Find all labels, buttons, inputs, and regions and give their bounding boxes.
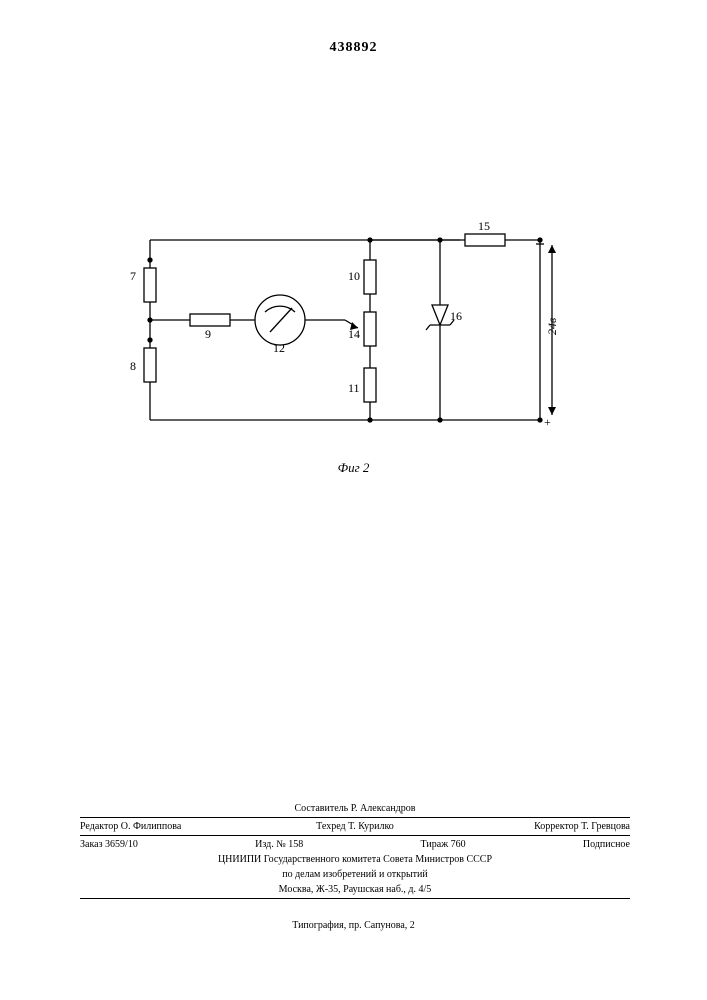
footer-ed: Изд. № 158: [255, 838, 303, 851]
footer-signed: Подписное: [583, 838, 630, 851]
label-zener: 16: [450, 309, 462, 323]
label-r7: 7: [130, 269, 136, 283]
footer-org2: по делам изобретений и открытий: [80, 868, 630, 881]
footer-address: Москва, Ж-35, Раушская наб., д. 4/5: [80, 883, 630, 896]
label-pot14: 14: [348, 327, 360, 341]
figure-caption: Фиг 2: [0, 460, 707, 476]
footer-tirage: Тираж 760: [421, 838, 466, 851]
footer-editor: Редактор О. Филиппова: [80, 820, 263, 833]
label-voltage: 24в: [545, 318, 559, 335]
label-meter: 12: [273, 341, 285, 355]
footer-printer: Типография, пр. Сапунова, 2: [0, 920, 707, 931]
label-r10: 10: [348, 269, 360, 283]
circuit-figure: 7 8 9: [120, 220, 560, 480]
document-number: 438892: [0, 40, 707, 56]
footer-techred: Техред Т. Курилко: [263, 820, 446, 833]
footer-corrector: Корректор Т. Гревцова: [447, 820, 630, 833]
label-r9: 9: [205, 327, 211, 341]
label-r11: 11: [348, 381, 360, 395]
footer-block: Составитель Р. Александров Редактор О. Ф…: [80, 800, 630, 901]
footer-compiler: Составитель Р. Александров: [80, 802, 630, 815]
label-r15: 15: [478, 220, 490, 233]
label-r8: 8: [130, 359, 136, 373]
footer-order: Заказ 3659/10: [80, 838, 138, 851]
label-plus: +: [544, 415, 551, 429]
circuit-svg: 7 8 9: [120, 220, 560, 480]
footer-org1: ЦНИИПИ Государственного комитета Совета …: [80, 853, 630, 866]
